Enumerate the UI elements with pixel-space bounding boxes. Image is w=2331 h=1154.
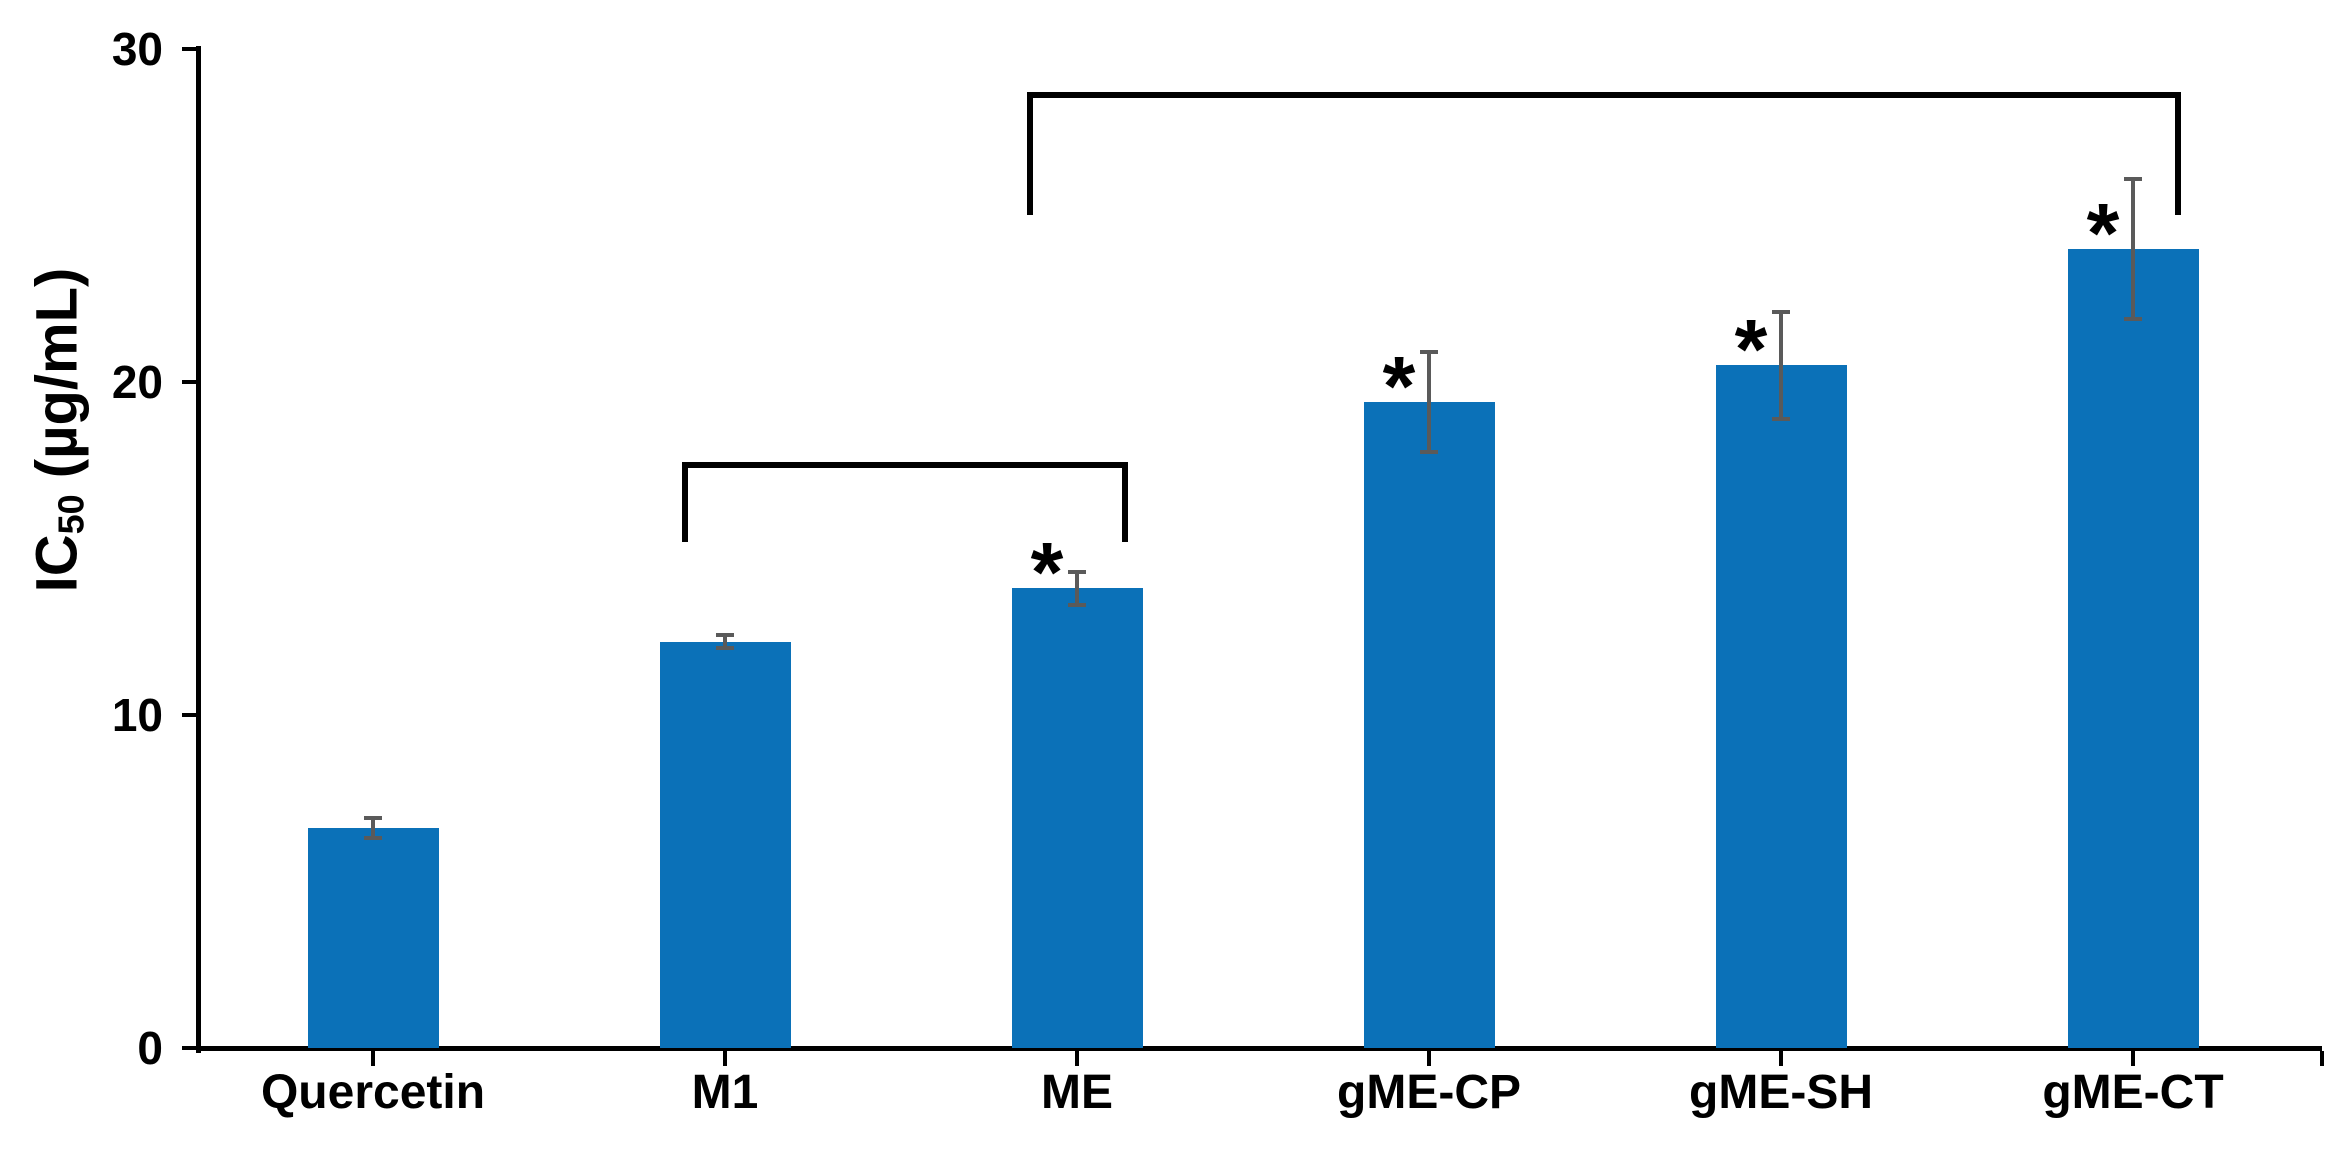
- category-label: gME-SH: [1689, 1066, 1873, 1119]
- error-bar-cap-bottom: [364, 836, 382, 840]
- significance-asterisk: *: [1734, 302, 1768, 396]
- bar: [1364, 402, 1495, 1048]
- y-tick: [182, 1046, 196, 1050]
- error-bar-cap-top: [1772, 310, 1790, 314]
- y-tick-label: 30: [111, 23, 163, 75]
- error-bar-cap-top: [716, 633, 734, 637]
- x-tick-end: [2320, 1051, 2324, 1066]
- y-tick: [182, 380, 196, 384]
- bar: [2068, 249, 2199, 1048]
- bar: [660, 642, 791, 1048]
- significance-asterisk: *: [1030, 525, 1064, 619]
- error-bar-cap-bottom: [2124, 317, 2142, 321]
- error-bar-line: [1779, 312, 1783, 419]
- y-axis-title: IC50 (µg/mL): [24, 268, 92, 593]
- x-tick: [371, 1051, 375, 1066]
- error-bar-line: [1427, 352, 1431, 452]
- error-bar-cap-top: [1068, 570, 1086, 574]
- category-label: M1: [691, 1066, 759, 1119]
- error-bar-cap-bottom: [1068, 603, 1086, 607]
- bar: [308, 828, 439, 1048]
- error-bar-cap-top: [1420, 350, 1438, 354]
- significance-bracket: [1027, 92, 2181, 215]
- significance-asterisk: *: [2086, 186, 2120, 280]
- bar: [1716, 365, 1847, 1048]
- y-tick-label: 0: [137, 1022, 163, 1074]
- x-tick: [1075, 1051, 1079, 1066]
- category-label: Quercetin: [260, 1066, 486, 1119]
- x-tick: [1427, 1051, 1431, 1066]
- x-tick: [723, 1051, 727, 1066]
- significance-bracket: [682, 462, 1128, 542]
- error-bar-line: [1075, 572, 1079, 605]
- error-bar-line: [2131, 179, 2135, 319]
- bar: [1012, 588, 1143, 1048]
- error-bar-cap-top: [364, 816, 382, 820]
- error-bar-cap-bottom: [1772, 417, 1790, 421]
- y-tick: [182, 47, 196, 51]
- error-bar-cap-bottom: [1420, 450, 1438, 454]
- significance-asterisk: *: [1382, 339, 1416, 433]
- category-label: ME: [1041, 1066, 1113, 1119]
- error-bar-cap-top: [2124, 177, 2142, 181]
- error-bar-line: [371, 818, 375, 838]
- x-tick: [1779, 1051, 1783, 1066]
- error-bar-line: [723, 635, 727, 648]
- x-tick: [2131, 1051, 2135, 1066]
- category-label: gME-CT: [2042, 1066, 2224, 1119]
- y-axis-line: [196, 46, 201, 1053]
- y-tick-label: 10: [111, 689, 163, 741]
- x-axis-line: [196, 1046, 2322, 1051]
- category-label: gME-CP: [1337, 1066, 1521, 1119]
- y-axis-title-prefix: IC: [24, 534, 90, 593]
- y-tick-label: 20: [111, 356, 163, 408]
- y-axis-title-subscript: 50: [50, 494, 92, 535]
- error-bar-cap-bottom: [716, 646, 734, 650]
- y-tick: [182, 713, 196, 717]
